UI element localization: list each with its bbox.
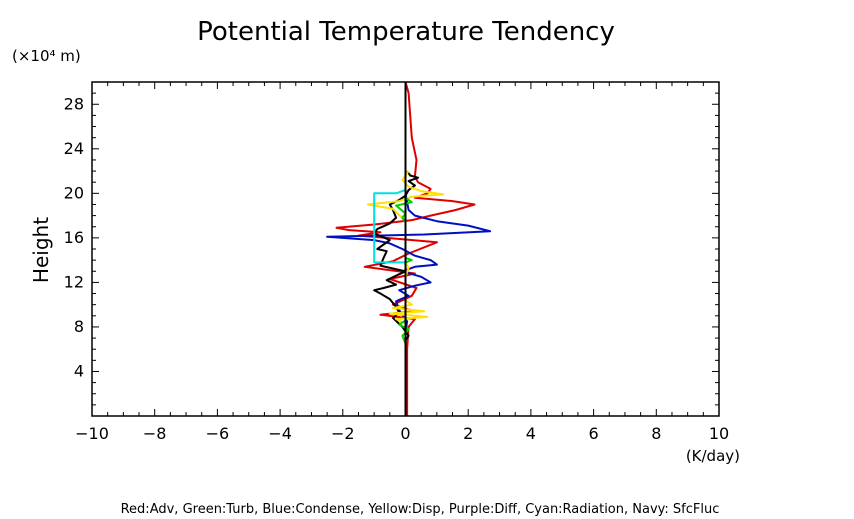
- x-tick-label: −10: [75, 424, 109, 443]
- chart-title: Potential Temperature Tendency: [197, 17, 615, 47]
- series-line-2: [373, 170, 419, 341]
- x-tick-label: −6: [206, 424, 230, 443]
- x-unit-label: (K/day): [686, 447, 740, 465]
- x-tick-label: 6: [589, 424, 599, 443]
- y-tick-label: 28: [64, 94, 84, 113]
- x-tick-label: −4: [268, 424, 292, 443]
- series-layer: [326, 81, 492, 416]
- x-tick-label: 4: [526, 424, 536, 443]
- y-axis-label: Height: [29, 217, 53, 283]
- series-line-1: [326, 193, 492, 416]
- x-tick-label: 8: [651, 424, 661, 443]
- y-tick-label: 16: [64, 228, 84, 247]
- y-tick-label: 20: [64, 183, 84, 202]
- y-tick-label: 12: [64, 272, 84, 291]
- legend-text: Red:Adv, Green:Turb, Blue:Condense, Yell…: [121, 502, 720, 517]
- x-tick-label: −8: [143, 424, 167, 443]
- x-tick-label: −2: [331, 424, 355, 443]
- x-tick-label: 2: [463, 424, 473, 443]
- series-line-5: [373, 189, 406, 264]
- y-unit-label: (×10⁴ m): [12, 47, 81, 65]
- y-tick-label: 4: [74, 361, 84, 380]
- x-tick-label: 10: [709, 424, 729, 443]
- y-tick-label: 24: [64, 139, 84, 158]
- y-tick-label: 8: [74, 317, 84, 336]
- x-tick-label: 0: [400, 424, 410, 443]
